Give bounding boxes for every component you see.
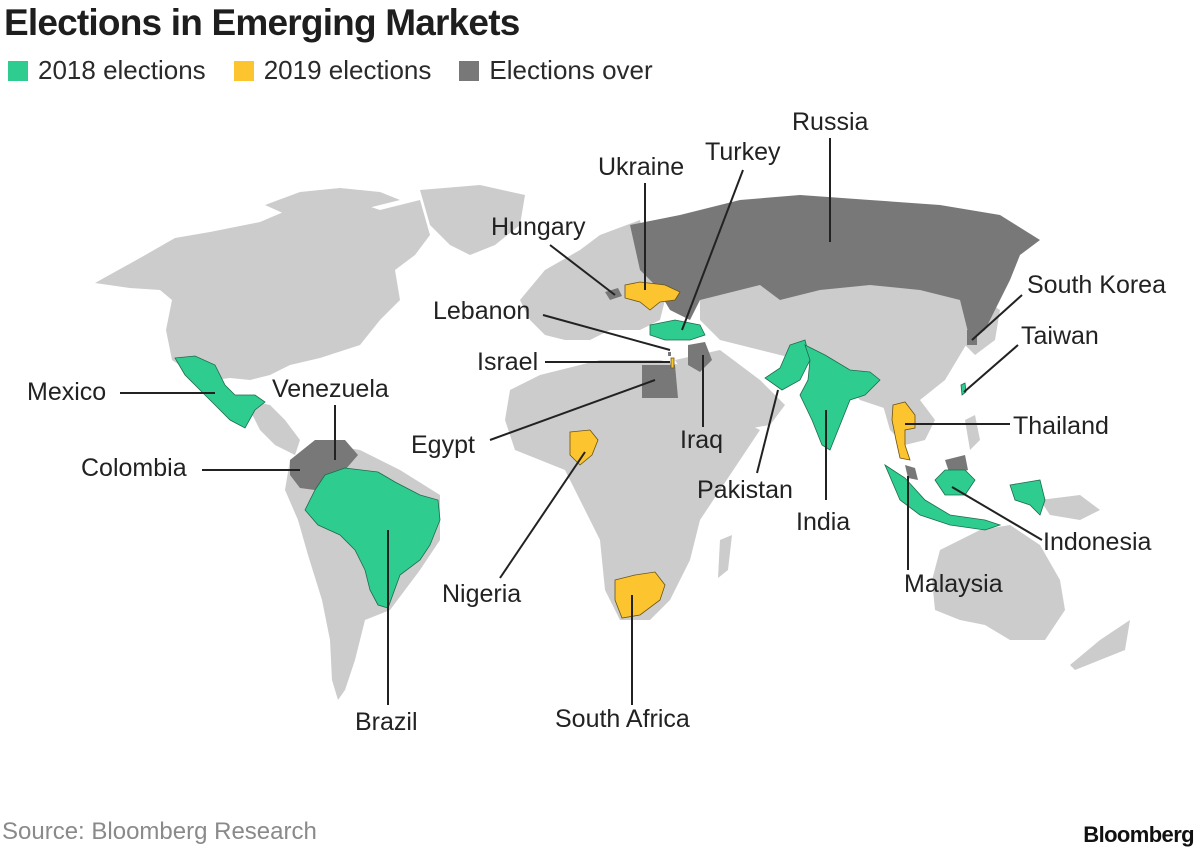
world-map xyxy=(95,138,1130,705)
label-ukraine: Ukraine xyxy=(598,153,685,181)
label-india: India xyxy=(796,508,851,536)
label-indonesia: Indonesia xyxy=(1043,528,1152,556)
iraq-shape xyxy=(688,342,712,372)
label-brazil: Brazil xyxy=(355,708,418,736)
india-shape xyxy=(799,344,881,451)
asia xyxy=(700,265,975,410)
legend-item-2018: 2018 elections xyxy=(8,55,206,86)
legend-item-2019: 2019 elections xyxy=(233,55,432,86)
source-note: Source: Bloomberg Research xyxy=(2,818,317,845)
elections-2018-countries xyxy=(174,319,967,609)
chart-title: Elections in Emerging Markets xyxy=(4,2,520,43)
label-nigeria: Nigeria xyxy=(442,580,522,608)
lebanon-shape xyxy=(668,352,671,356)
label-pakistan: Pakistan xyxy=(697,476,793,504)
label-malaysia: Malaysia xyxy=(904,570,1003,598)
legend-label: 2019 elections xyxy=(263,55,432,85)
legend-swatch-green xyxy=(8,60,28,81)
russia-shape xyxy=(630,195,1040,340)
thailand-shape xyxy=(891,401,916,461)
australia xyxy=(932,525,1065,640)
north-america xyxy=(95,200,430,380)
pakistan-shape xyxy=(764,339,811,391)
legend-label: Elections over xyxy=(489,55,653,85)
taiwan-shape xyxy=(960,382,967,396)
nigeria-shape xyxy=(569,429,599,466)
label-thailand: Thailand xyxy=(1013,412,1109,440)
central-america xyxy=(245,400,300,455)
label-turkey: Turkey xyxy=(705,138,781,166)
label-lebanon: Lebanon xyxy=(433,297,531,325)
label-russia: Russia xyxy=(792,108,869,136)
label-hungary: Hungary xyxy=(491,213,586,241)
label-taiwan: Taiwan xyxy=(1021,322,1099,350)
leader-lines xyxy=(120,138,1043,705)
south-africa-shape xyxy=(614,571,666,619)
new-zealand xyxy=(1070,620,1130,670)
south-korea-shape xyxy=(967,330,977,345)
arctic-islands xyxy=(265,188,400,214)
label-south-korea: South Korea xyxy=(1027,271,1166,299)
legend: 2018 elections 2019 elections Elections … xyxy=(8,55,681,86)
legend-item-over: Elections over xyxy=(459,55,653,86)
legend-label: 2018 elections xyxy=(38,55,206,85)
elections-2019-countries xyxy=(569,281,916,619)
turkey-shape xyxy=(649,319,706,341)
new-guinea xyxy=(1040,495,1100,520)
label-israel: Israel xyxy=(477,348,539,376)
europe xyxy=(520,220,665,340)
bloomberg-logo: Bloomberg xyxy=(1083,822,1194,847)
indonesia-shape xyxy=(884,463,1046,531)
label-colombia: Colombia xyxy=(81,454,187,482)
label-venezuela: Venezuela xyxy=(272,375,389,403)
label-iraq: Iraq xyxy=(680,426,724,454)
philippines xyxy=(965,415,980,450)
label-south-africa: South Africa xyxy=(555,705,690,733)
egypt-shape xyxy=(642,365,678,398)
greenland xyxy=(420,185,525,255)
ukraine-shape xyxy=(624,281,681,311)
madagascar xyxy=(718,535,732,578)
label-egypt: Egypt xyxy=(411,431,475,459)
legend-swatch-yellow xyxy=(233,60,254,81)
africa xyxy=(505,360,760,620)
label-mexico: Mexico xyxy=(27,378,107,406)
brazil-shape xyxy=(304,467,441,609)
israel-shape xyxy=(670,357,675,369)
legend-swatch-gray xyxy=(459,60,480,81)
venezuela-colombia-shape xyxy=(290,440,358,490)
